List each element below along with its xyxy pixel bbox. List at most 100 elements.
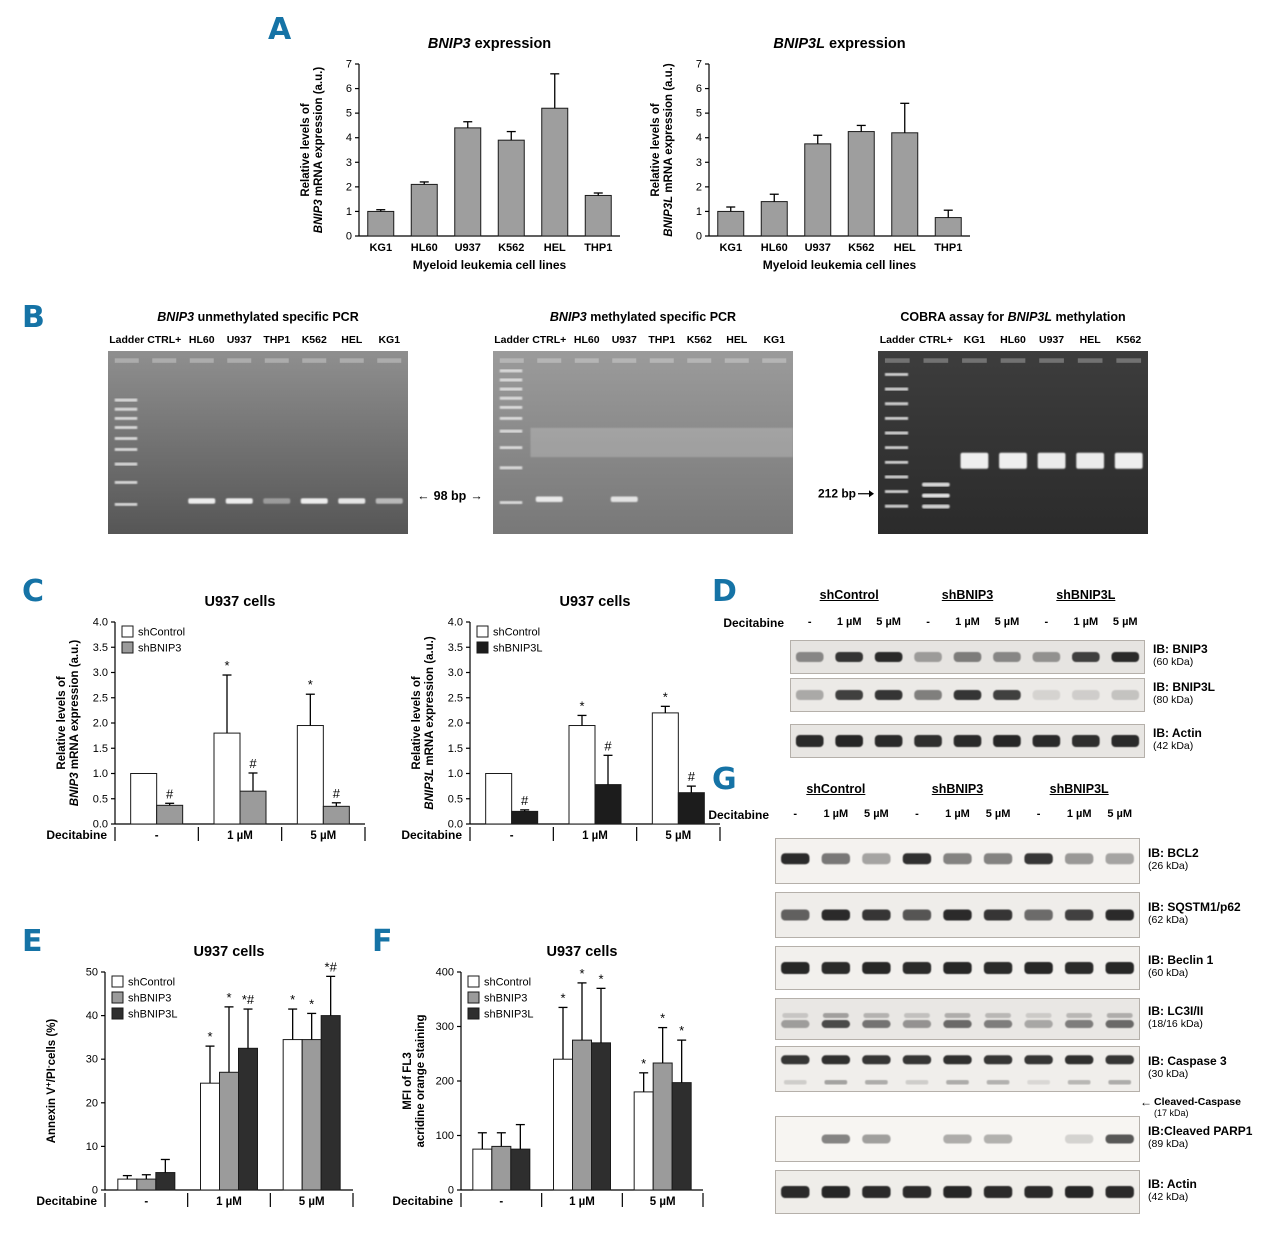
protein-band: [943, 909, 972, 921]
protein-band-upper: [985, 1013, 1012, 1019]
protein-band-upper: [1025, 1013, 1052, 1019]
panel-g-label: G: [712, 762, 737, 797]
tspan-el: -: [44, 1065, 53, 1068]
text-el: BNIP3 unmethylated specific PCR: [157, 310, 358, 324]
protein-band: [1064, 1020, 1094, 1029]
tspan-el: MFI of FL3: [402, 1052, 414, 1110]
significance-annotation: *: [598, 971, 603, 986]
protein-band: [862, 1186, 891, 1198]
protein-band: [914, 690, 942, 700]
protein-band: [821, 962, 851, 974]
y-axis-title: MFI of FL3: [402, 1052, 414, 1110]
cleaved-band: [986, 1080, 1010, 1085]
y-tick-label: 50: [86, 967, 98, 979]
y-tick-label: 2.0: [93, 718, 108, 730]
protein-band: [874, 652, 903, 662]
blot-group-header: shBNIP3L: [1056, 588, 1116, 602]
protein-band: [993, 690, 1021, 700]
blot-kda-label: (18/16 kDa): [1148, 1018, 1203, 1030]
protein-band: [862, 1020, 891, 1029]
ladder-band: [884, 504, 909, 508]
cleaved-band: [946, 1080, 969, 1085]
protein-band: [1105, 1020, 1134, 1029]
gel-well: [1116, 358, 1142, 363]
dose-label: -: [1044, 616, 1049, 628]
tspan-el: /PI: [46, 1068, 58, 1082]
legend-swatch: [121, 625, 134, 638]
y-tick-label: 2.0: [448, 718, 463, 730]
lane-label: HL60: [1000, 334, 1026, 346]
bar: [472, 1148, 493, 1191]
y-axis-title: BNIP3 mRNA expression (a.u.): [313, 67, 325, 234]
bar: [320, 1015, 341, 1191]
arrow-left-icon: ←: [417, 489, 430, 503]
y-tick-label: 2.5: [93, 692, 108, 704]
protein-band: [781, 1020, 810, 1029]
decitabine-label: Decitabine: [708, 808, 769, 822]
lane-label: HEL: [341, 334, 363, 346]
dose-label: 5 µM: [985, 808, 1011, 820]
gel-band: [610, 496, 638, 502]
protein-band: [902, 962, 932, 974]
blot-row-label: IB: Actin (42 kDa): [1153, 726, 1280, 752]
blot-strip: [775, 1116, 1140, 1162]
category-label: KG1: [369, 242, 392, 254]
y-tick-label: 1: [346, 206, 352, 218]
bar: [568, 725, 596, 825]
category-label: THP1: [934, 242, 962, 254]
lane-label: U937: [1039, 334, 1064, 346]
y-axis-title: Relative levels of: [56, 676, 68, 769]
y-tick-label: 20: [86, 1097, 98, 1109]
gel-band: [188, 498, 216, 504]
ladder-band: [114, 447, 138, 451]
bar: [239, 790, 267, 825]
ladder-band: [499, 396, 523, 400]
gel-canvas: BNIP3 unmethylated specific PCR Ladder CTR…: [108, 310, 408, 534]
ladder-band: [499, 446, 523, 450]
chart-canvas: BNIP3L expression 0 1 2 3 4 5 6 7 Relative levels…: [650, 36, 970, 272]
gel-canvas: BNIP3 methylated specific PCR Ladder CTRL+…: [493, 310, 793, 534]
lane-label: KG1: [378, 334, 400, 346]
gel-well: [884, 358, 910, 363]
lane-label: HL60: [189, 334, 215, 346]
bar: [510, 1148, 531, 1191]
lane-label: THP1: [263, 334, 290, 346]
significance-annotation: #: [604, 738, 612, 753]
protein-band: [821, 1055, 851, 1065]
ladder-band: [884, 490, 909, 494]
tspan-el: expression: [471, 36, 552, 52]
protein-band: [1105, 853, 1134, 865]
legend-label: shControl: [484, 977, 531, 989]
ladder-band: [114, 462, 138, 466]
bar: [497, 139, 525, 237]
chart-u937-bnip3l-knockdown: U937 cells 0.0 0.5 1.0 1.5 2.0 2.5 3.0 3.5 4.0 Rel…: [390, 586, 730, 868]
dose-label: 1 µM: [1066, 808, 1092, 820]
gel-well: [537, 358, 562, 363]
tspan-el: mRNA expression (a.u.): [424, 636, 436, 769]
protein-band: [1032, 690, 1061, 700]
tspan-el: mRNA expression (a.u.): [663, 63, 675, 196]
bar: [213, 732, 241, 825]
blot-strip: [775, 1046, 1140, 1092]
legend-swatch: [467, 975, 480, 988]
chart-bnip3-expression: BNIP3 expression 0 1 2 3 4 5 6 7 Relative levels …: [295, 26, 630, 288]
significance-annotation: *: [679, 1023, 684, 1038]
cleaved-caspase-label: ← Cleaved-Caspase (17 kDa): [1140, 1096, 1270, 1118]
legend-swatch: [476, 641, 489, 654]
bar: [485, 773, 513, 825]
significance-annotation: *: [226, 990, 231, 1005]
category-label: U937: [805, 242, 831, 254]
dose-label: 5 µM: [1107, 808, 1133, 820]
blot-kda-label: (60 kDa): [1153, 656, 1194, 668]
blot-target-label: IB: BNIP3: [1153, 642, 1208, 656]
dose-group-label: 1 µM: [569, 1196, 595, 1208]
y-tick-label: 0: [92, 1185, 98, 1197]
blot-group-header: shBNIP3L: [1049, 782, 1109, 796]
ladder-band: [884, 446, 909, 450]
significance-annotation: *#: [242, 992, 255, 1007]
protein-band: [862, 853, 891, 865]
arrow-head: [869, 490, 874, 498]
bar: [367, 210, 395, 237]
significance-annotation: *: [224, 658, 229, 673]
bar: [804, 143, 832, 237]
